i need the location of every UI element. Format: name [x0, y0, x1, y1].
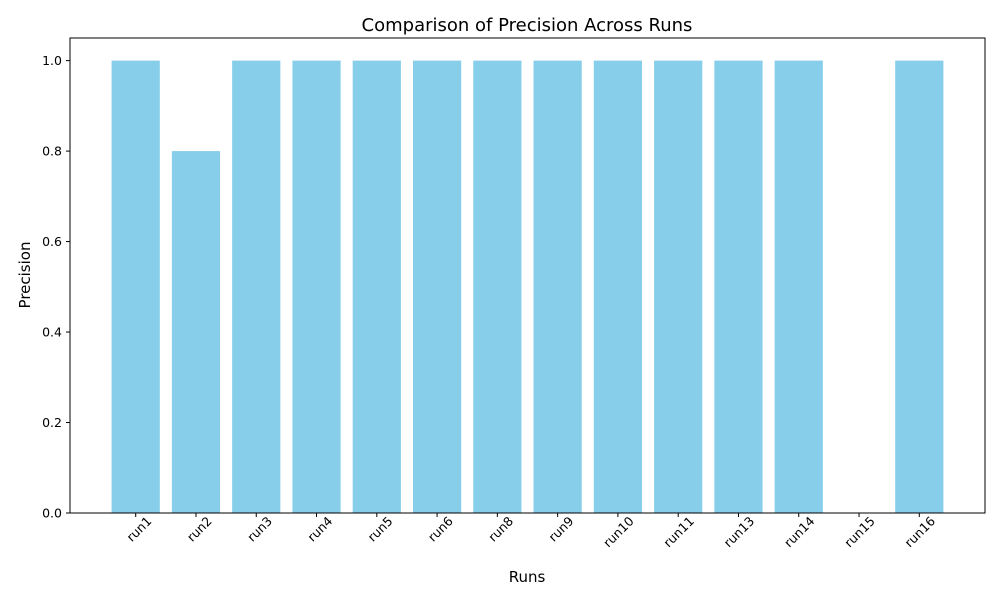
- bar-run11: [654, 60, 703, 514]
- y-tick-label: 0.6: [42, 234, 62, 249]
- y-tick-label: 0.8: [42, 144, 62, 159]
- bar-run8: [473, 60, 522, 514]
- x-tick-label: run11: [660, 513, 697, 550]
- bar-run13: [714, 60, 763, 514]
- axes-frame: [69, 37, 986, 514]
- bar-run3: [232, 60, 281, 514]
- bar-run6: [412, 60, 462, 514]
- chart-title: Comparison of Precision Across Runs: [362, 15, 693, 36]
- x-tick-label: run2: [184, 513, 215, 544]
- y-axis-label: Precision: [16, 242, 34, 309]
- y-tick-label: 0.4: [42, 325, 62, 340]
- bar-run10: [593, 60, 643, 514]
- y-tick-label: 0.0: [42, 506, 62, 521]
- plot-area: 0.0 0.2 0.4 0.6 0.8 1.0 run1 run2 run3 run4 run5 ru…: [42, 37, 986, 550]
- x-tick-label: run4: [304, 513, 335, 544]
- bar-run5: [352, 60, 401, 514]
- y-tick-label: 1.0: [42, 53, 62, 68]
- x-tick-label: run14: [781, 513, 818, 550]
- x-tick-label: run15: [841, 513, 878, 550]
- bar-run4: [292, 60, 341, 514]
- x-tick-label: run3: [244, 513, 275, 544]
- bar-run9: [533, 60, 582, 514]
- x-tick-label: run6: [425, 513, 456, 544]
- bar-run1: [111, 60, 160, 514]
- x-tick-label: run1: [123, 513, 154, 544]
- x-tick-label: run8: [485, 513, 516, 544]
- x-tick-label: run13: [721, 513, 758, 550]
- x-tick-label: run16: [901, 513, 938, 550]
- x-axis-label: Runs: [509, 568, 546, 586]
- x-tick-label: run9: [545, 513, 576, 544]
- bar-run2: [171, 151, 221, 513]
- x-tick-label: run10: [600, 513, 637, 550]
- x-tick-label: run5: [365, 513, 396, 544]
- y-tick-label: 0.2: [42, 415, 62, 430]
- bar-run16: [895, 60, 944, 514]
- bar-run14: [774, 60, 823, 514]
